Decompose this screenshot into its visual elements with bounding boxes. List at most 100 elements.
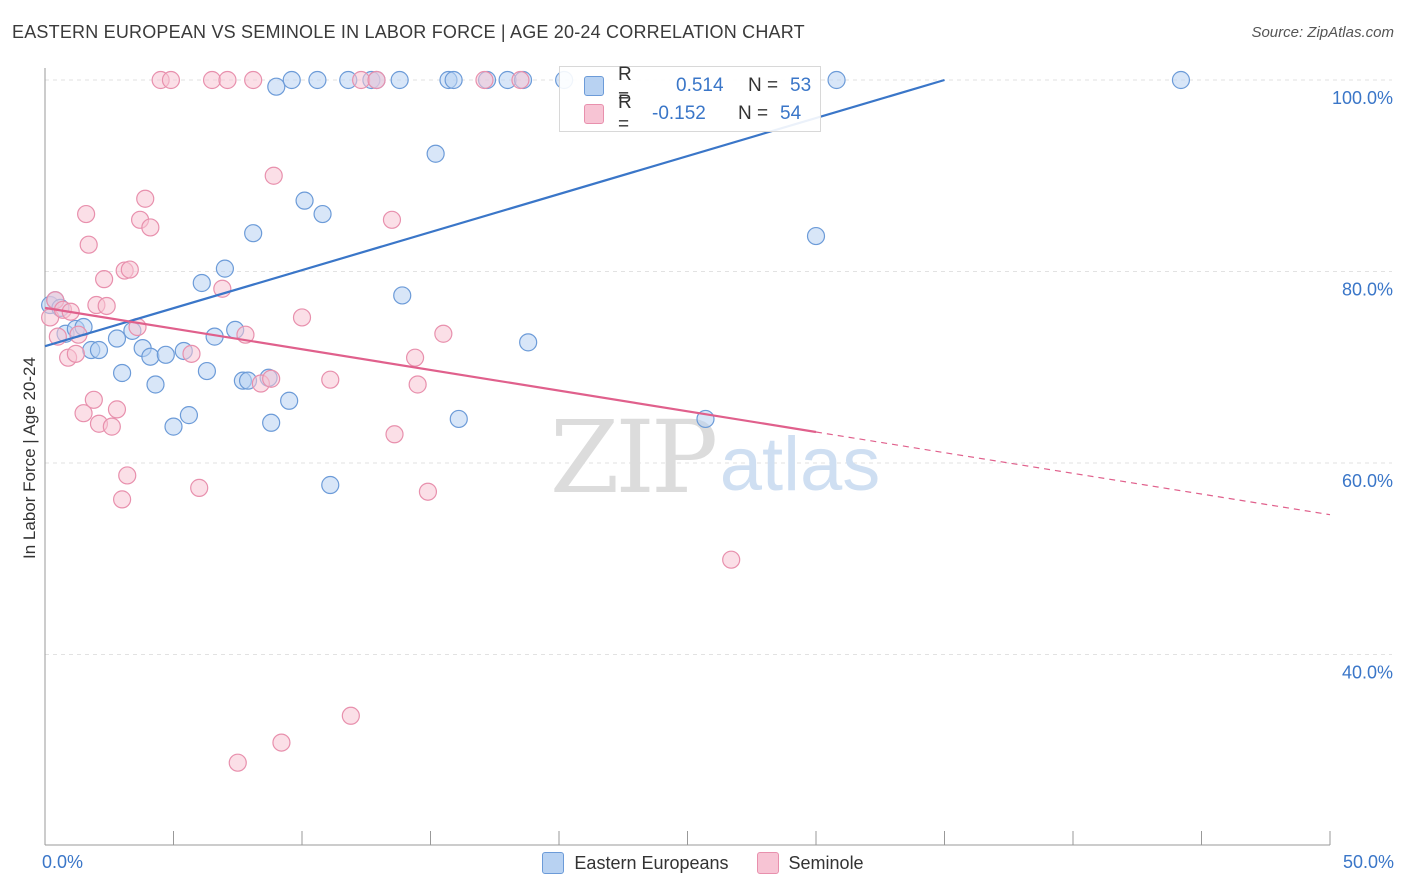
eastern-europeans-point-38 <box>390 70 409 90</box>
eastern-europeans-point-28 <box>267 77 286 96</box>
y-tick-label: 40.0% <box>1342 663 1393 683</box>
eastern-europeans-point-17 <box>179 406 199 425</box>
eastern-europeans-point-12 <box>141 347 160 366</box>
r-label: R = <box>618 64 632 107</box>
eastern-europeans-point-13 <box>146 375 165 394</box>
seminole-point-51 <box>475 70 494 90</box>
eastern-europeans-point-40 <box>426 144 445 163</box>
seminole-point-35 <box>244 70 263 90</box>
zipatlas-watermark: ZIP atlas <box>550 399 880 516</box>
seminole-point-6 <box>66 344 85 363</box>
seminole-point-29 <box>190 478 209 497</box>
seminole-point-50 <box>434 324 453 343</box>
eastern-europeans-point-19 <box>197 361 217 381</box>
trend-line-dashed-1 <box>815 431 1331 516</box>
seminole-point-30 <box>202 70 222 90</box>
seminole-point-47 <box>405 348 425 367</box>
stats-legend: R = 0.514 N = 53 R = -0.152 N = 54 <box>559 64 821 135</box>
stats-row-seminole: R = -0.152 N = 54 <box>560 92 802 135</box>
n-value: 54 <box>780 103 802 124</box>
eastern-europeans-point-25 <box>244 224 263 243</box>
r-value: 0.514 <box>676 75 724 96</box>
eastern-europeans-point-43 <box>449 409 468 429</box>
seminole-point-14 <box>95 270 114 289</box>
watermark-atlas: atlas <box>720 422 881 507</box>
axes <box>44 68 1331 846</box>
seminole-point-44 <box>367 70 386 90</box>
legend-swatch-blue <box>584 76 604 96</box>
eastern-europeans-point-8 <box>107 329 127 348</box>
x-axis-max-label: 50.0% <box>1342 852 1394 872</box>
seminole-point-11 <box>84 390 103 409</box>
eastern-europeans-point-39 <box>393 286 412 305</box>
seminole-point-41 <box>321 370 340 389</box>
seminole-point-53 <box>722 550 741 569</box>
eastern-europeans-point-18 <box>192 273 211 293</box>
y-tick-labels: 40.0% 60.0% 80.0% 100.0% <box>1332 88 1393 683</box>
eastern-europeans-point-29 <box>280 391 299 410</box>
r-label: R = <box>618 92 632 135</box>
seminole-point-48 <box>408 375 427 394</box>
seminole-point-39 <box>272 733 291 752</box>
chart-title: EASTERN EUROPEAN VS SEMINOLE IN LABOR FO… <box>12 22 805 42</box>
n-value: 53 <box>790 75 812 96</box>
seminole-point-16 <box>102 417 121 436</box>
y-axis-label: In Labor Force | Age 20-24 <box>20 357 39 559</box>
legend-swatch-pink <box>584 104 604 124</box>
legend-label: Eastern Europeans <box>574 852 729 873</box>
eastern-europeans-point-50 <box>806 226 826 246</box>
seminole-point-45 <box>382 210 402 229</box>
seminole-point-8 <box>74 404 93 423</box>
x-axis-min-label: 0.0% <box>42 852 84 872</box>
legend-swatch-blue <box>542 852 565 874</box>
gridlines <box>45 79 1392 655</box>
seminole-point-15 <box>97 296 116 316</box>
r-value: -0.152 <box>652 103 706 124</box>
y-tick-label: 80.0% <box>1342 280 1393 300</box>
n-label: N = <box>748 75 779 96</box>
watermark-zip: ZIP <box>550 399 715 516</box>
seminole-point-37 <box>262 369 281 388</box>
seminole-point-38 <box>264 166 283 185</box>
eastern-europeans-point-27 <box>262 413 281 432</box>
seminole-point-21 <box>120 260 139 279</box>
eastern-europeans-point-51 <box>827 70 846 90</box>
legend-item-seminole[interactable]: Seminole <box>756 852 864 874</box>
seminole-point-40 <box>292 308 312 327</box>
n-label: N = <box>738 103 769 124</box>
eastern-europeans-point-47 <box>519 333 538 352</box>
eastern-europeans-point-31 <box>295 191 314 210</box>
trend-line-1 <box>44 306 817 434</box>
seminole-point-42 <box>341 706 360 725</box>
eastern-europeans-point-15 <box>164 417 183 436</box>
seminole-point-28 <box>182 344 201 363</box>
seminole-point-9 <box>77 204 96 224</box>
seminole-point-49 <box>418 482 438 501</box>
seminole-point-17 <box>107 400 127 419</box>
eastern-europeans-point-32 <box>308 70 327 90</box>
seminole-point-25 <box>141 218 160 237</box>
stats-row-eastern-europeans: R = 0.514 N = 53 <box>560 64 812 107</box>
eastern-europeans-point-9 <box>112 363 132 383</box>
seminole-point-24 <box>136 189 155 208</box>
seminole-point-18 <box>112 490 132 509</box>
eastern-europeans-point-33 <box>313 204 332 224</box>
eastern-europeans-point-21 <box>215 259 234 278</box>
eastern-europeans-point-14 <box>156 345 175 364</box>
legend-item-eastern-europeans[interactable]: Eastern Europeans <box>542 852 729 874</box>
source-credit: Source: ZipAtlas.com <box>1251 24 1394 41</box>
eastern-europeans-point-42 <box>444 70 463 90</box>
seminole-point-10 <box>79 235 98 254</box>
series-legend: Eastern Europeans Seminole <box>0 852 1406 874</box>
eastern-europeans-point-30 <box>282 70 301 90</box>
legend-label: Seminole <box>788 852 864 873</box>
seminole-point-46 <box>385 425 404 444</box>
seminole-point-33 <box>228 753 247 772</box>
eastern-europeans-point-7 <box>89 340 109 360</box>
legend-swatch-pink <box>756 852 779 874</box>
seminole-point-32 <box>218 70 237 90</box>
eastern-europeans-point-34 <box>321 475 340 495</box>
y-tick-label: 60.0% <box>1342 471 1393 491</box>
seminole-point-43 <box>352 70 371 90</box>
